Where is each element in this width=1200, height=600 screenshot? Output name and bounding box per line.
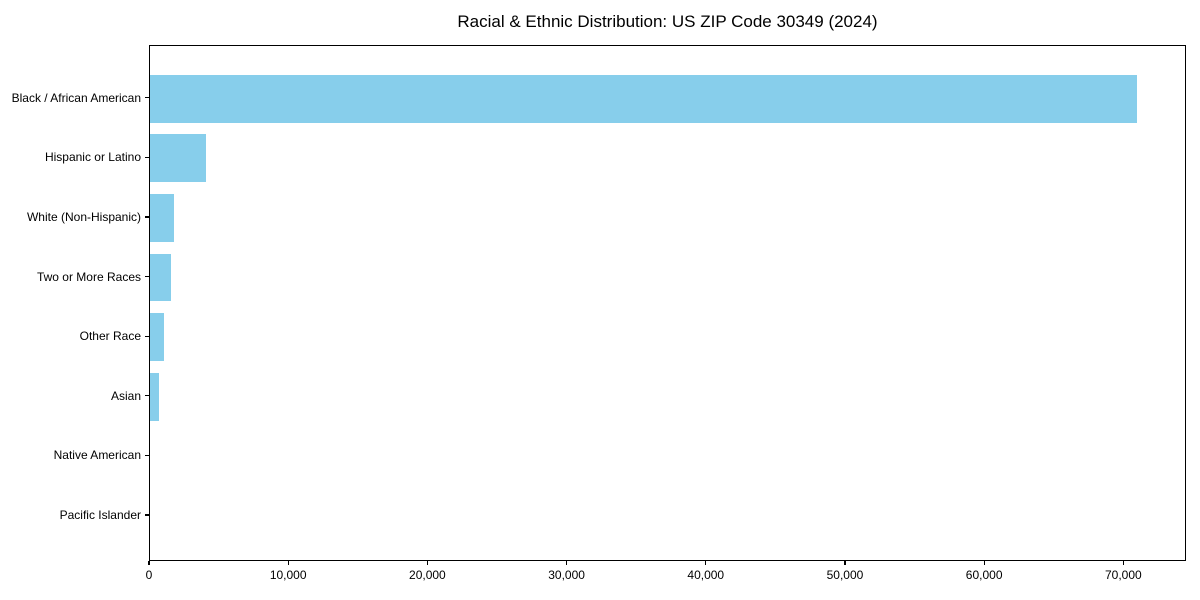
x-axis-tick-label: 70,000 — [1105, 568, 1142, 582]
y-tick-mark — [145, 97, 149, 99]
x-axis-tick-label: 60,000 — [965, 568, 1003, 582]
bar — [150, 253, 172, 302]
x-axis-tick-label: 30,000 — [548, 568, 585, 582]
x-axis-tick-label: 10,000 — [269, 568, 307, 582]
x-axis-tick-label: 50,000 — [826, 568, 864, 582]
y-axis-category-label: Hispanic or Latino — [44, 150, 141, 165]
bar — [150, 74, 1137, 123]
x-tick-mark — [426, 561, 429, 565]
y-tick-mark — [145, 454, 149, 457]
bar — [150, 313, 164, 362]
y-axis-category-label: Native American — [53, 448, 141, 463]
x-tick-mark — [705, 561, 707, 565]
x-axis-tick-label: 40,000 — [687, 568, 725, 582]
x-tick-mark — [287, 561, 289, 565]
y-axis-category-label: Asian — [110, 388, 141, 403]
y-axis-category-label: Two or More Races — [36, 269, 141, 284]
x-axis-tick-label: 0 — [145, 568, 153, 582]
y-axis-category-label: Black / African American — [11, 90, 141, 105]
chart-title: Racial & Ethnic Distribution: US ZIP Cod… — [457, 12, 878, 31]
y-axis-category-label: Other Race — [79, 329, 141, 344]
y-tick-mark — [145, 514, 149, 516]
bar — [150, 134, 206, 183]
x-tick-mark — [148, 561, 150, 565]
bar — [150, 194, 174, 242]
x-tick-mark — [983, 561, 985, 565]
x-tick-mark — [1122, 561, 1124, 565]
y-axis-category-label: Pacific Islander — [59, 508, 141, 523]
bar — [150, 372, 160, 421]
y-tick-mark — [145, 156, 149, 158]
y-tick-mark — [145, 395, 149, 397]
x-tick-mark — [565, 561, 568, 565]
plot-area — [149, 45, 1186, 561]
x-axis-tick-label: 20,000 — [409, 568, 446, 582]
y-axis-category-label: White (Non-Hispanic) — [26, 209, 141, 224]
y-tick-mark — [145, 275, 149, 278]
x-tick-mark — [844, 561, 846, 565]
y-tick-mark — [145, 216, 149, 218]
y-tick-mark — [145, 335, 149, 337]
